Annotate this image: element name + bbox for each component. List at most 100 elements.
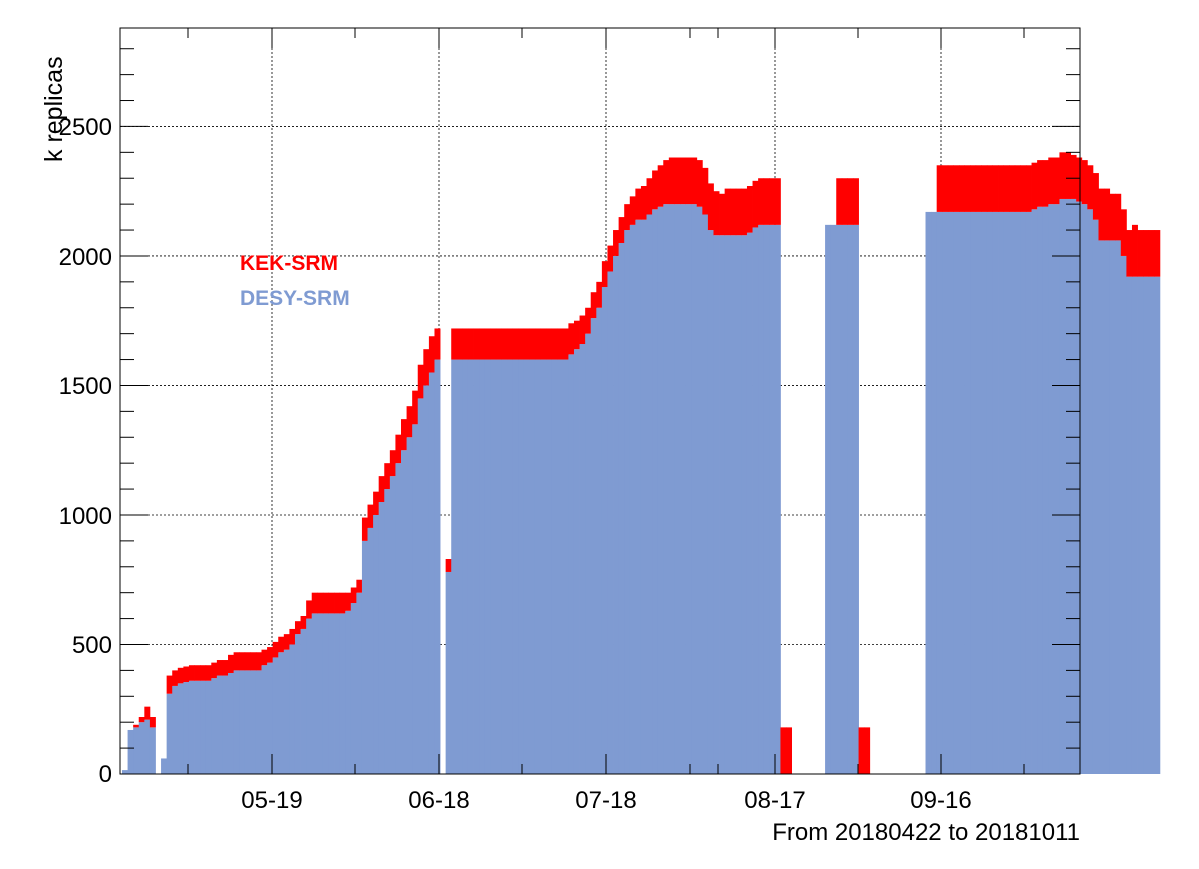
bar-kek-srm	[216, 660, 223, 676]
bar-desy-srm	[122, 770, 128, 774]
bar-kek-srm	[417, 364, 424, 399]
bar-kek-srm	[1065, 152, 1071, 199]
bar-kek-srm	[423, 349, 430, 386]
bar-kek-srm	[1098, 188, 1105, 241]
bar-kek-srm	[300, 615, 307, 629]
bar-desy-srm	[579, 344, 586, 774]
bar-kek-srm	[194, 665, 201, 681]
bar-desy-srm	[417, 398, 424, 774]
bar-kek-srm	[512, 328, 519, 360]
bar-desy-srm	[200, 680, 207, 774]
bar-kek-srm	[769, 178, 776, 225]
bar-kek-srm	[752, 180, 759, 228]
bar-kek-srm	[272, 641, 279, 658]
bar-kek-srm	[367, 504, 374, 528]
bar-desy-srm	[255, 670, 262, 774]
bar-desy-srm	[590, 318, 597, 774]
bar-desy-srm	[1143, 276, 1150, 774]
bar-kek-srm	[1031, 162, 1038, 210]
bar-kek-srm	[1120, 209, 1127, 256]
bar-kek-srm	[953, 165, 960, 212]
bar-kek-srm	[490, 328, 497, 360]
bar-kek-srm	[445, 559, 452, 572]
bar-kek-srm	[345, 592, 352, 611]
bar-desy-srm	[931, 211, 938, 774]
bar-desy-srm	[1009, 211, 1016, 774]
bar-kek-srm	[1053, 157, 1060, 205]
bar-kek-srm	[741, 188, 748, 236]
bar-kek-srm	[306, 600, 313, 619]
bar-desy-srm	[188, 680, 195, 774]
bar-kek-srm	[663, 160, 670, 205]
bar-desy-srm	[652, 209, 659, 774]
bar-desy-srm	[1104, 240, 1111, 774]
bar-desy-srm	[1120, 255, 1127, 774]
bar-kek-srm	[1076, 157, 1083, 202]
bar-desy-srm	[239, 670, 246, 774]
bar-desy-srm	[456, 359, 463, 774]
bar-kek-srm	[568, 323, 575, 355]
bar-kek-srm	[959, 165, 965, 212]
bar-kek-srm	[1048, 157, 1055, 205]
bar-desy-srm	[680, 204, 686, 774]
bar-kek-srm	[707, 183, 714, 231]
bar-kek-srm	[557, 328, 564, 360]
bar-kek-srm	[590, 292, 597, 319]
bar-desy-srm	[1109, 240, 1116, 774]
bar-desy-srm	[161, 758, 168, 774]
bar-desy-srm	[1053, 204, 1060, 774]
bar-desy-srm	[1059, 198, 1066, 774]
bar-desy-srm	[613, 255, 620, 774]
bar-desy-srm	[752, 227, 759, 774]
bar-kek-srm	[534, 328, 541, 360]
bar-desy-srm	[724, 235, 731, 775]
bar-kek-srm	[501, 328, 508, 360]
bar-desy-srm	[568, 354, 575, 775]
bar-desy-srm	[1048, 204, 1055, 774]
bar-kek-srm	[166, 675, 173, 694]
bar-desy-srm	[361, 540, 368, 775]
bar-kek-srm	[986, 165, 993, 212]
bar-kek-srm	[780, 727, 787, 775]
bar-desy-srm	[228, 672, 234, 774]
bar-desy-srm	[992, 211, 999, 774]
bar-desy-srm	[328, 613, 335, 774]
bar-desy-srm	[852, 224, 859, 775]
bar-kek-srm	[1081, 160, 1088, 205]
bar-kek-srm	[613, 230, 620, 256]
bar-desy-srm	[356, 592, 363, 774]
bar-desy-srm	[640, 219, 647, 774]
bar-kek-srm	[378, 476, 385, 503]
bar-desy-srm	[1154, 276, 1161, 774]
bar-desy-srm	[451, 359, 458, 774]
bar-desy-srm	[1003, 211, 1010, 774]
bar-desy-srm	[1070, 198, 1077, 774]
bar-desy-srm	[512, 359, 519, 774]
bar-desy-srm	[936, 211, 943, 774]
bar-kek-srm	[1137, 230, 1144, 277]
bar-kek-srm	[540, 328, 547, 360]
y-axis-label: k replicas	[40, 56, 68, 162]
bar-desy-srm	[501, 359, 508, 774]
bar-desy-srm	[507, 359, 513, 774]
bar-kek-srm	[680, 157, 686, 205]
bar-desy-srm	[562, 359, 569, 774]
bar-kek-srm	[657, 165, 664, 207]
bar-kek-srm	[406, 406, 413, 438]
bar-desy-srm	[479, 359, 486, 774]
bar-kek-srm	[462, 328, 469, 360]
bar-desy-srm	[523, 359, 530, 774]
bar-kek-srm	[523, 328, 530, 360]
bar-desy-srm	[1025, 211, 1032, 774]
x-axis-label: From 20180422 to 20181011	[772, 819, 1080, 846]
bar-desy-srm	[412, 424, 419, 774]
y-tick-label: 1000	[59, 503, 112, 530]
bar-desy-srm	[467, 359, 474, 774]
bar-kek-srm	[250, 652, 257, 671]
bar-kek-srm	[936, 165, 943, 212]
y-tick-labels: 0 500 1000 1500 2000 2500	[59, 114, 112, 788]
bar-kek-srm	[1126, 230, 1133, 277]
bar-kek-srm	[1154, 230, 1161, 277]
bar-kek-srm	[228, 654, 234, 673]
